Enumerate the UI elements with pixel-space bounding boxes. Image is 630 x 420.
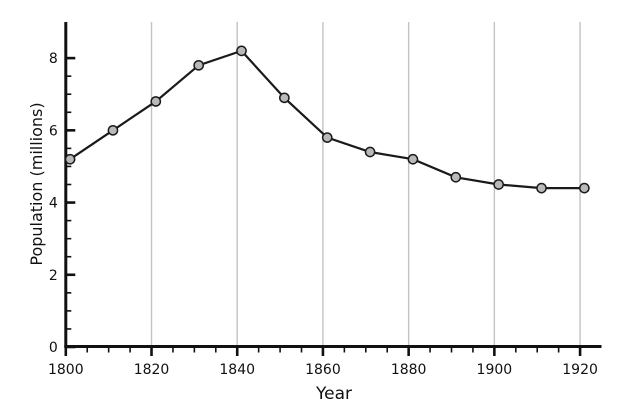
data-point-1881 xyxy=(407,153,419,165)
y-tick-label-2: 2 xyxy=(49,268,58,284)
y-tick-label-0: 0 xyxy=(49,340,58,356)
x-tick-label-1820: 1820 xyxy=(134,362,170,378)
data-point-1841 xyxy=(236,45,247,57)
data-point-1871 xyxy=(364,146,376,158)
tick-labels-group: 1800 1820 1840 1860 1880 1900 1920 0 2 4 6 8 xyxy=(48,51,598,378)
data-point-1911 xyxy=(536,182,547,194)
population-series-line xyxy=(69,49,585,190)
data-point-1921 xyxy=(579,182,590,194)
data-point-1891 xyxy=(450,171,462,183)
x-tick-label-1800: 1800 xyxy=(48,362,84,378)
data-point-1801 xyxy=(64,153,76,165)
y-tick-label-4: 4 xyxy=(49,196,58,212)
x-tick-label-1900: 1900 xyxy=(477,362,513,378)
x-axis-title: Year xyxy=(315,384,352,404)
y-tick-label-6: 6 xyxy=(49,123,58,139)
y-tick-label-8: 8 xyxy=(49,51,58,67)
data-point-1851 xyxy=(279,92,290,104)
axes-group xyxy=(64,22,602,348)
ticks-group xyxy=(64,56,582,356)
series-group xyxy=(64,45,590,194)
data-point-1901 xyxy=(493,179,504,190)
x-tick-label-1920: 1920 xyxy=(562,362,598,378)
data-point-1831 xyxy=(193,59,205,71)
data-point-1861 xyxy=(321,132,333,143)
data-point-1821 xyxy=(150,96,162,107)
x-tick-label-1840: 1840 xyxy=(219,362,255,378)
y-axis-title: Population (millions) xyxy=(27,102,46,265)
x-tick-label-1860: 1860 xyxy=(305,362,341,378)
data-point-1811 xyxy=(107,124,119,136)
gridlines-group xyxy=(150,22,581,346)
x-tick-label-1880: 1880 xyxy=(391,362,427,378)
